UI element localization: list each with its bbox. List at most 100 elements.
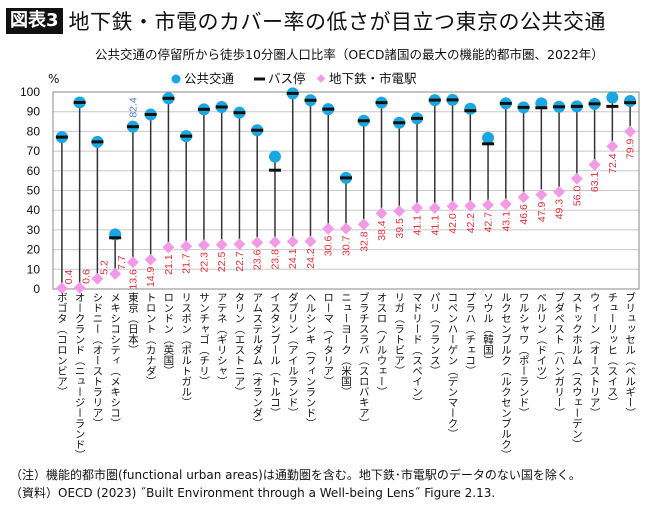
rail-value-label: 5.2 bbox=[98, 260, 110, 275]
rail-point bbox=[180, 240, 193, 253]
legend-bus-icon bbox=[254, 77, 265, 81]
transit-point bbox=[606, 91, 619, 104]
bus-marker bbox=[428, 98, 441, 102]
rail-point bbox=[144, 253, 157, 266]
bus-marker bbox=[268, 168, 281, 172]
x-tick-label: ワルシャワ（ポーランド） bbox=[517, 292, 530, 418]
rail-value-label: 30.7 bbox=[341, 235, 353, 256]
x-tick-label: ベルリン（ドイツ） bbox=[535, 292, 548, 387]
rail-point bbox=[553, 185, 566, 198]
rail-value-label: 24.1 bbox=[287, 248, 299, 269]
transit-point bbox=[482, 131, 495, 144]
bus-marker bbox=[411, 116, 424, 120]
rail-value-label: 41.1 bbox=[412, 215, 424, 236]
bus-marker bbox=[588, 102, 601, 106]
rail-point bbox=[304, 235, 317, 248]
bus-marker bbox=[535, 106, 548, 110]
plot-frame bbox=[52, 91, 640, 290]
y-tick-label: 40 bbox=[27, 203, 41, 217]
rail-point bbox=[499, 198, 512, 211]
rail-value-label: 43.1 bbox=[500, 211, 512, 232]
chart-title: 公共交通の停留所から徒歩10分圏人口比率（OECD諸国の最大の機能的都市圏、20… bbox=[95, 47, 604, 62]
rail-point bbox=[428, 202, 441, 214]
x-tick-label: ブリュッセル（ベルギー） bbox=[624, 292, 637, 418]
rail-value-label: 63.1 bbox=[589, 172, 601, 193]
rail-value-label: 22.3 bbox=[198, 252, 210, 273]
y-tick-label: 0 bbox=[33, 282, 40, 296]
x-tick-label: サンチャゴ（チリ） bbox=[197, 292, 210, 387]
rail-value-label: 49.3 bbox=[554, 199, 566, 220]
bus-marker bbox=[482, 142, 495, 146]
y-axis-unit: % bbox=[48, 72, 59, 86]
y-tick-label: 100 bbox=[20, 85, 40, 99]
bus-marker bbox=[251, 128, 264, 132]
rail-value-label: 0.6 bbox=[81, 269, 93, 284]
rail-value-label: 22.5 bbox=[216, 252, 228, 273]
x-tick-label: アテネ（ギリシャ） bbox=[215, 292, 228, 387]
legend-rail-label: 地下鉄・市電駅 bbox=[329, 71, 417, 86]
bus-marker bbox=[570, 104, 583, 108]
rail-point bbox=[588, 158, 601, 171]
rail-value-label: 13.6 bbox=[127, 269, 139, 290]
x-tick-label: パリ（フランス） bbox=[428, 292, 441, 376]
rail-point bbox=[393, 205, 406, 218]
rail-value-label: 32.8 bbox=[358, 231, 370, 252]
rail-point bbox=[624, 125, 637, 138]
transit-point bbox=[464, 102, 477, 115]
figure-title-text: 地下鉄・市電のカバー率の低さが目立つ東京の公共交通 bbox=[68, 10, 607, 34]
note-text: （注）機能的都市圏(functional urban areas)は通勤圏を含む… bbox=[10, 468, 581, 482]
bus-marker bbox=[162, 96, 175, 100]
bus-marker bbox=[286, 91, 299, 95]
x-tick-label: ウィーン（オーストリア） bbox=[588, 292, 601, 418]
bus-marker bbox=[553, 105, 566, 109]
bus-marker bbox=[446, 98, 459, 102]
y-tick-label: 30 bbox=[27, 223, 41, 237]
bus-marker bbox=[624, 101, 637, 105]
rail-value-label: 42.2 bbox=[465, 213, 477, 234]
rail-point bbox=[322, 222, 335, 235]
x-tick-label: ソウル（韓国） bbox=[482, 292, 495, 366]
x-tick-label: オスロ（ノルウェー） bbox=[375, 292, 388, 397]
y-tick-label: 70 bbox=[27, 144, 41, 158]
bus-marker bbox=[499, 101, 512, 105]
legend-bus-label: バス停 bbox=[268, 71, 306, 86]
x-tick-label: ルクセンブルク（ルクセンブルク） bbox=[499, 292, 512, 460]
bus-marker bbox=[91, 140, 104, 144]
rail-value-label: 23.8 bbox=[269, 249, 281, 270]
figure-badge: 図表3 bbox=[6, 8, 63, 34]
rail-value-label: 56.0 bbox=[571, 186, 583, 207]
x-tick-label: ダブリン（アイルランド） bbox=[286, 292, 299, 418]
rail-value-label: 42.0 bbox=[447, 213, 459, 234]
rail-value-label: 46.6 bbox=[518, 204, 530, 225]
rail-value-label: 0.4 bbox=[63, 269, 75, 284]
x-tick-label: チューリッヒ（スイス） bbox=[606, 292, 619, 408]
tokyo-transit-value-label: 82.4 bbox=[127, 97, 139, 118]
y-tick-label: 60 bbox=[27, 164, 41, 178]
x-tick-label: ローマ（イタリア） bbox=[322, 292, 335, 387]
bus-marker bbox=[215, 105, 228, 109]
bus-marker bbox=[55, 135, 68, 139]
rail-point bbox=[570, 172, 583, 185]
bus-marker bbox=[197, 107, 210, 111]
rail-value-label: 14.9 bbox=[145, 266, 157, 287]
source-text: （資料）OECD (2023) ˝Built Environment throu… bbox=[10, 486, 496, 500]
legend-transit-label: 公共交通 bbox=[184, 71, 235, 86]
x-tick-label: アムステルダム（オランダ） bbox=[251, 292, 264, 429]
rail-point bbox=[357, 218, 370, 231]
rail-point bbox=[269, 236, 281, 249]
rail-value-label: 22.7 bbox=[234, 251, 246, 272]
rail-value-label: 30.6 bbox=[323, 236, 335, 257]
bus-marker bbox=[606, 104, 619, 108]
rail-value-label: 38.4 bbox=[376, 220, 388, 241]
x-tick-label: ボゴタ（コロンビア） bbox=[55, 292, 68, 397]
rail-value-label: 23.6 bbox=[252, 249, 264, 270]
rail-point bbox=[606, 140, 619, 153]
x-tick-label: ニューヨーク（米国） bbox=[340, 292, 352, 397]
transit-point bbox=[268, 150, 281, 163]
bus-marker bbox=[126, 125, 139, 129]
rail-point bbox=[517, 191, 530, 204]
x-tick-label: 東京（日本） bbox=[126, 292, 139, 355]
x-tick-label: リスボン（ポルトガル） bbox=[180, 292, 193, 408]
rail-point bbox=[411, 202, 423, 214]
